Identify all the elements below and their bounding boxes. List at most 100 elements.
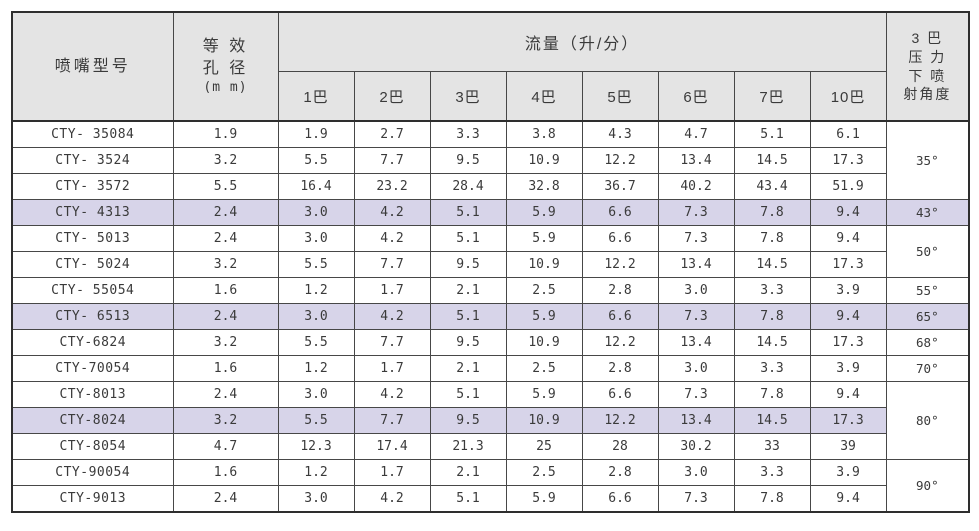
table-row: CTY-90054 1.6 1.2 1.7 2.1 2.5 2.8 3.0 3.3 3.9 90° xyxy=(11,459,970,513)
flow-cell: 13.4 xyxy=(657,251,735,278)
model-cell: CTY- 3572 xyxy=(11,173,174,200)
flow-cell: 13.4 xyxy=(657,147,735,174)
flow-cell: 10.9 xyxy=(505,407,583,434)
flow-cell: 5.5 xyxy=(277,329,355,356)
flow-cell: 3.9 xyxy=(809,277,887,304)
flow-cell: 4.2 xyxy=(353,225,431,252)
header-pressure-5bar: 5巴 xyxy=(581,71,659,122)
header-pressure-4bar: 4巴 xyxy=(505,71,583,122)
flow-cell: 7.8 xyxy=(733,199,811,226)
flow-cell: 1.7 xyxy=(353,355,431,382)
flow-cell: 25 xyxy=(505,433,583,460)
flow-cell: 9.4 xyxy=(809,199,887,226)
flow-cell: 7.7 xyxy=(353,251,431,278)
flow-cell: 9.4 xyxy=(809,303,887,330)
flow-cell: 32.8 xyxy=(505,173,583,200)
flow-cell: 12.2 xyxy=(581,407,659,434)
flow-cell: 4.2 xyxy=(353,303,431,330)
header-diameter-unit: (m m) xyxy=(203,80,248,96)
flow-cell: 9.5 xyxy=(429,147,507,174)
flow-cell: 5.5 xyxy=(277,147,355,174)
flow-cell: 6.6 xyxy=(581,303,659,330)
flow-cell: 7.8 xyxy=(733,303,811,330)
flow-cell: 30.2 xyxy=(657,433,735,460)
flow-cell: 2.1 xyxy=(429,277,507,304)
flow-cell: 1.9 xyxy=(277,120,355,148)
header-diameter: 等 效 孔 径 (m m) xyxy=(172,11,279,122)
diameter-cell: 5.5 xyxy=(172,173,279,200)
flow-cell: 51.9 xyxy=(809,173,887,200)
flow-cell: 5.9 xyxy=(505,225,583,252)
model-cell: CTY- 5013 xyxy=(11,225,174,252)
flow-cell: 2.8 xyxy=(581,459,659,486)
diameter-cell: 3.2 xyxy=(172,407,279,434)
flow-cell: 43.4 xyxy=(733,173,811,200)
diameter-cell: 3.2 xyxy=(172,147,279,174)
flow-cell: 7.7 xyxy=(353,407,431,434)
flow-cell: 6.6 xyxy=(581,381,659,408)
flow-cell: 3.0 xyxy=(277,381,355,408)
table-row: CTY- 4313 2.4 3.0 4.2 5.1 5.9 6.6 7.3 7.8 9.4 43° xyxy=(11,199,970,226)
flow-cell: 14.5 xyxy=(733,329,811,356)
diameter-cell: 2.4 xyxy=(172,199,279,226)
flow-cell: 2.8 xyxy=(581,355,659,382)
flow-cell: 4.2 xyxy=(353,485,431,513)
flow-cell: 28.4 xyxy=(429,173,507,200)
flow-cell: 5.1 xyxy=(429,199,507,226)
header-pressure-10bar: 10巴 xyxy=(809,71,887,122)
header-diameter-line2: 孔 径 xyxy=(202,59,249,77)
header-diameter-line1: 等 效 xyxy=(202,38,249,56)
flow-cell: 17.3 xyxy=(809,329,887,356)
diameter-cell: 3.2 xyxy=(172,251,279,278)
flow-cell: 7.7 xyxy=(353,147,431,174)
flow-cell: 1.2 xyxy=(277,355,355,382)
diameter-cell: 1.6 xyxy=(172,277,279,304)
flow-cell: 5.1 xyxy=(429,381,507,408)
angle-cell: 35° xyxy=(885,120,970,200)
model-cell: CTY-9013 xyxy=(11,485,174,513)
header-model: 喷嘴型号 xyxy=(11,11,174,122)
model-cell: CTY- 5024 xyxy=(11,251,174,278)
flow-cell: 2.1 xyxy=(429,459,507,486)
flow-cell: 17.4 xyxy=(353,433,431,460)
diameter-cell: 2.4 xyxy=(172,485,279,513)
flow-cell: 7.3 xyxy=(657,381,735,408)
flow-cell: 5.5 xyxy=(277,407,355,434)
angle-cell: 55° xyxy=(885,277,970,304)
flow-cell: 1.2 xyxy=(277,459,355,486)
flow-cell: 3.9 xyxy=(809,355,887,382)
flow-cell: 3.3 xyxy=(733,277,811,304)
header-angle: 3 巴 压 力 下 喷 射角度 xyxy=(885,11,970,122)
angle-cell: 70° xyxy=(885,355,970,382)
flow-cell: 3.0 xyxy=(277,303,355,330)
nozzle-flow-table: 喷嘴型号 等 效 孔 径 (m m) 流量（升/分） 3 巴 压 力 下 喷 射… xyxy=(11,11,971,513)
table-row: CTY- 55054 1.6 1.2 1.7 2.1 2.5 2.8 3.0 3.3 3.9 55° xyxy=(11,277,970,304)
angle-cell: 65° xyxy=(885,303,970,330)
model-cell: CTY-8024 xyxy=(11,407,174,434)
flow-cell: 7.3 xyxy=(657,225,735,252)
flow-cell: 2.5 xyxy=(505,277,583,304)
flow-cell: 9.5 xyxy=(429,251,507,278)
header-angle-line3: 下 喷 xyxy=(908,67,947,84)
header-pressure-3bar: 3巴 xyxy=(429,71,507,122)
flow-cell: 1.2 xyxy=(277,277,355,304)
diameter-cell: 2.4 xyxy=(172,303,279,330)
flow-cell: 9.5 xyxy=(429,329,507,356)
flow-cell: 2.8 xyxy=(581,277,659,304)
flow-cell: 4.3 xyxy=(581,120,659,148)
model-cell: CTY- 55054 xyxy=(11,277,174,304)
flow-cell: 7.3 xyxy=(657,303,735,330)
flow-cell: 5.1 xyxy=(733,120,811,148)
flow-cell: 7.3 xyxy=(657,199,735,226)
diameter-cell: 2.4 xyxy=(172,225,279,252)
diameter-cell: 2.4 xyxy=(172,381,279,408)
flow-cell: 4.2 xyxy=(353,199,431,226)
table-row: CTY-8013 2.4 3.0 4.2 5.1 5.9 6.6 7.3 7.8 9.4 80° xyxy=(11,381,970,460)
flow-cell: 3.0 xyxy=(277,225,355,252)
flow-cell: 3.8 xyxy=(505,120,583,148)
flow-cell: 5.1 xyxy=(429,303,507,330)
flow-cell: 16.4 xyxy=(277,173,355,200)
model-cell: CTY-90054 xyxy=(11,459,174,486)
angle-cell: 43° xyxy=(885,199,970,226)
table-row: CTY-6824 3.2 5.5 7.7 9.5 10.9 12.2 13.4 14.5 17.3… xyxy=(11,329,970,356)
